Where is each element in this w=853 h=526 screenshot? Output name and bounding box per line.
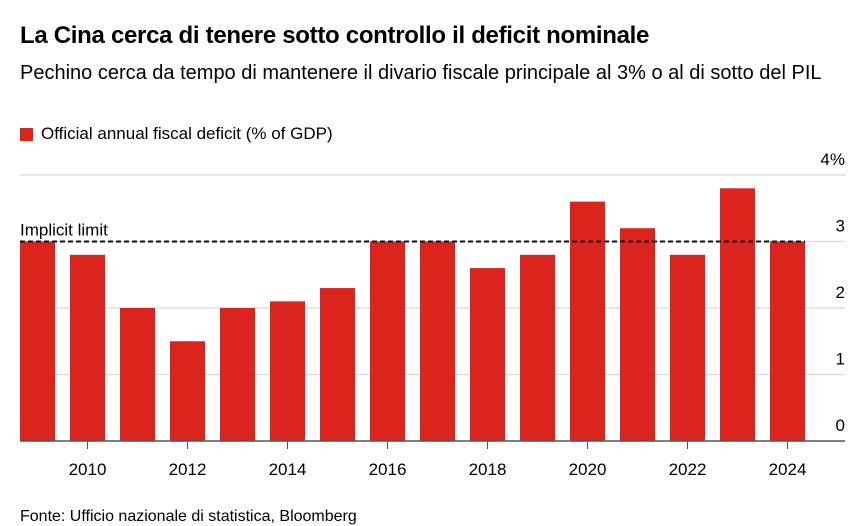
bar-2020	[570, 201, 605, 441]
bar-2019	[520, 254, 555, 441]
bar-2014	[270, 301, 305, 441]
x-tick-label: 2012	[169, 460, 207, 479]
bar-2011	[120, 308, 155, 441]
y-tick-label: 0	[836, 416, 845, 435]
chart-title: La Cina cerca di tenere sotto controllo …	[20, 22, 650, 49]
bar-2021	[620, 228, 655, 441]
x-tick-label: 2014	[269, 460, 307, 479]
source-note: Fonte: Ufficio nazionale di statistica, …	[20, 508, 357, 525]
legend-label: Official annual fiscal deficit (% of GDP…	[41, 124, 333, 143]
bar-2013	[220, 308, 255, 441]
y-tick-label: 4%	[820, 150, 845, 169]
y-tick-label: 1	[836, 350, 845, 369]
y-tick-label: 2	[836, 283, 845, 302]
bar-2009	[20, 241, 55, 441]
bar-2017	[420, 241, 455, 441]
legend-swatch	[20, 127, 33, 141]
bar-2010	[70, 254, 105, 441]
x-tick-label: 2010	[69, 460, 107, 479]
x-tick-label: 2024	[769, 460, 807, 479]
x-tick-label: 2018	[469, 460, 507, 479]
bar-2018	[470, 268, 505, 441]
bar-2015	[320, 288, 355, 441]
bar-2016	[370, 241, 405, 441]
x-tick-label: 2020	[569, 460, 607, 479]
x-tick-label: 2016	[369, 460, 407, 479]
bar-2012	[170, 341, 205, 441]
legend: Official annual fiscal deficit (% of GDP…	[20, 124, 333, 144]
bar-2023	[720, 188, 755, 441]
bar-2022	[670, 254, 705, 441]
implicit-limit-label: Implicit limit	[20, 221, 108, 240]
bar-2024	[770, 241, 805, 441]
y-tick-label: 3	[836, 217, 845, 236]
x-tick-label: 2022	[669, 460, 707, 479]
chart-subtitle: Pechino cerca da tempo di mantenere il d…	[20, 62, 822, 84]
